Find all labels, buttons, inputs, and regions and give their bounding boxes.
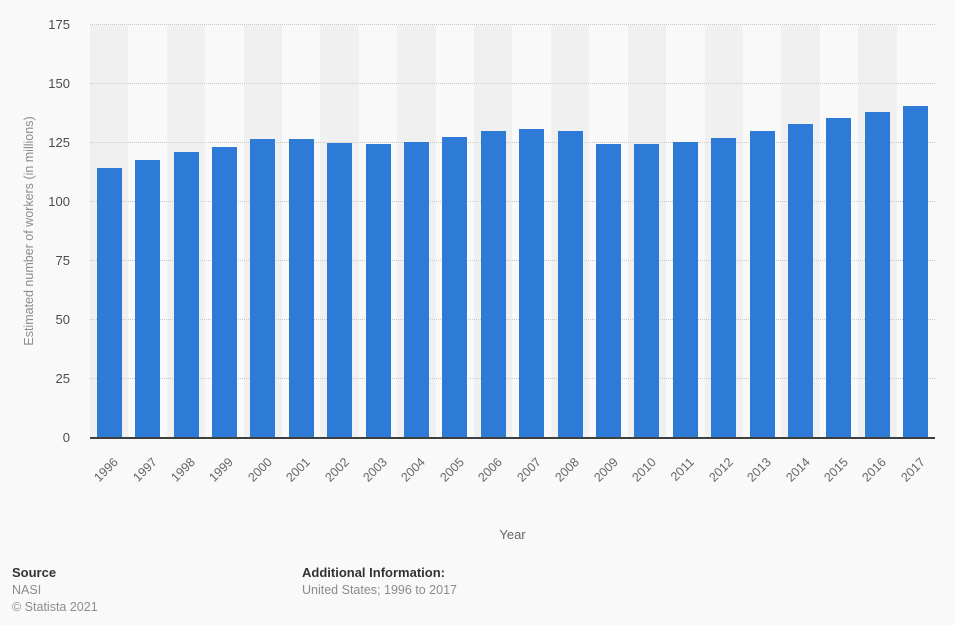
y-tick-125: 125 xyxy=(48,135,70,150)
bar-slot-2003 xyxy=(359,25,397,438)
bar-1998 xyxy=(173,152,199,438)
gridline-175 xyxy=(90,24,935,25)
bar-slot-2008 xyxy=(551,25,589,438)
bar-slot-2006 xyxy=(474,25,512,438)
additional-info-label: Additional Information: xyxy=(302,565,445,580)
bar-2015 xyxy=(826,118,852,438)
bar-2012 xyxy=(711,138,737,438)
bar-2007 xyxy=(519,128,545,438)
y-tick-100: 100 xyxy=(48,194,70,209)
bar-2013 xyxy=(749,131,775,438)
plot-area xyxy=(90,24,935,439)
y-tick-50: 50 xyxy=(55,312,70,327)
bar-slot-2000 xyxy=(244,25,282,438)
bar-slot-2016 xyxy=(858,25,896,438)
bar-2009 xyxy=(595,144,621,438)
bar-slot-1997 xyxy=(128,25,166,438)
gridline-50 xyxy=(90,319,935,320)
y-tick-175: 175 xyxy=(48,17,70,32)
bar-2002 xyxy=(327,143,353,438)
y-tick-150: 150 xyxy=(48,76,70,91)
bars-container xyxy=(90,25,935,438)
bar-2006 xyxy=(480,131,506,438)
bar-1999 xyxy=(211,146,237,438)
bar-slot-2009 xyxy=(589,25,627,438)
bar-slot-2012 xyxy=(705,25,743,438)
bar-slot-1996 xyxy=(90,25,128,438)
gridline-125 xyxy=(90,142,935,143)
bar-slot-2013 xyxy=(743,25,781,438)
bar-slot-2001 xyxy=(282,25,320,438)
y-tick-75: 75 xyxy=(55,253,70,268)
bar-slot-2004 xyxy=(397,25,435,438)
bar-slot-2010 xyxy=(628,25,666,438)
gridline-150 xyxy=(90,83,935,84)
additional-info-value: United States; 1996 to 2017 xyxy=(302,583,457,597)
bar-2010 xyxy=(634,144,660,438)
y-tick-25: 25 xyxy=(55,371,70,386)
bar-slot-2017 xyxy=(897,25,935,438)
copyright-note: © Statista 2021 xyxy=(12,600,98,614)
bar-2001 xyxy=(288,139,314,438)
source-block: Source NASI © Statista 2021 xyxy=(12,565,98,617)
bar-2008 xyxy=(557,131,583,438)
bar-slot-2011 xyxy=(666,25,704,438)
bar-2000 xyxy=(250,139,276,438)
bar-slot-2014 xyxy=(781,25,819,438)
bar-1996 xyxy=(96,167,122,438)
bar-slot-2015 xyxy=(820,25,858,438)
bar-2003 xyxy=(365,144,391,438)
source-label: Source xyxy=(12,565,57,580)
bar-2011 xyxy=(672,141,698,438)
gridline-75 xyxy=(90,260,935,261)
bar-1997 xyxy=(135,159,161,438)
bar-2017 xyxy=(903,106,929,438)
y-tick-0: 0 xyxy=(62,430,70,445)
bar-2014 xyxy=(788,124,814,438)
bar-slot-2002 xyxy=(320,25,358,438)
bar-2016 xyxy=(864,112,890,438)
source-value: NASI xyxy=(12,583,42,597)
additional-info-block: Additional Information: United States; 1… xyxy=(302,565,457,600)
bar-slot-1999 xyxy=(205,25,243,438)
bar-slot-1998 xyxy=(167,25,205,438)
gridline-25 xyxy=(90,378,935,379)
x-axis-line xyxy=(90,437,935,439)
y-axis-title: Estimated number of workers (in millions… xyxy=(22,116,36,346)
bar-slot-2007 xyxy=(512,25,550,438)
bar-2004 xyxy=(403,141,429,438)
gridline-100 xyxy=(90,201,935,202)
bar-2005 xyxy=(442,137,468,438)
bar-slot-2005 xyxy=(436,25,474,438)
x-axis-title: Year xyxy=(499,527,526,542)
